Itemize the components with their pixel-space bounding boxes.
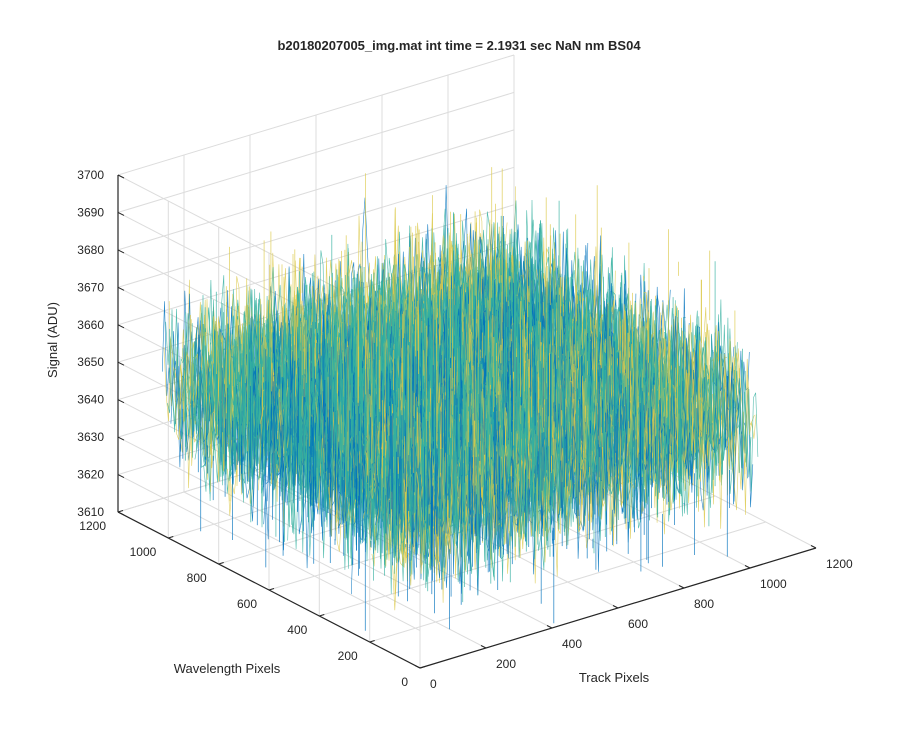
z-tick-label: 3640 [77, 393, 104, 407]
x-tick-mark [612, 605, 619, 609]
x-tick-mark [810, 545, 817, 549]
y-tick-label: 600 [237, 597, 257, 611]
z-tick-label: 3620 [77, 468, 104, 482]
floor-grid-line [369, 521, 766, 643]
y-tick-mark [268, 588, 275, 591]
back-wall-grid-line [117, 166, 515, 288]
back-wall-grid-line [117, 91, 515, 213]
z-tick-mark [117, 511, 125, 516]
y-tick-label: 0 [401, 675, 408, 689]
x-tick-mark [678, 585, 685, 589]
z-tick-label: 3690 [77, 205, 104, 219]
y-tick-mark [168, 536, 174, 539]
x-tick-label: 1000 [760, 577, 787, 591]
surface-mesh [162, 167, 759, 631]
x-tick-mark [546, 625, 553, 629]
y-tick-mark [319, 614, 325, 617]
z-axis-label: Signal (ADU) [45, 302, 60, 378]
back-wall-grid-line [117, 204, 515, 326]
y-tick-mark [419, 666, 426, 669]
z-tick-label: 3670 [77, 280, 104, 294]
x-tick-label: 0 [430, 677, 437, 691]
x-tick-label: 800 [694, 597, 714, 611]
x-tick-mark [480, 645, 487, 649]
y-tick-label: 1200 [79, 519, 106, 533]
y-tick-label: 800 [187, 571, 207, 585]
back-wall-grid-line [117, 54, 515, 176]
z-tick-mark [117, 399, 125, 404]
y-tick-mark [369, 640, 375, 643]
z-tick-label: 3650 [77, 355, 104, 369]
x-tick-label: 200 [496, 657, 516, 671]
surface-row [414, 339, 754, 596]
x-tick-mark [744, 565, 751, 569]
y-axis-label: Wavelength Pixels [174, 661, 281, 676]
z-tick-mark [117, 436, 125, 441]
x-tick-label: 600 [628, 617, 648, 631]
z-tick-mark [117, 211, 125, 216]
x-tick-mark [414, 665, 421, 669]
axes [117, 174, 817, 669]
z-tick-label: 3680 [77, 243, 104, 257]
y-tick-mark [218, 562, 224, 565]
y-tick-label: 1000 [130, 545, 157, 559]
z-tick-mark [117, 361, 125, 366]
z-tick-label: 3660 [77, 318, 104, 332]
z-tick-mark [117, 324, 125, 329]
chart-title: b20180207005_img.mat int time = 2.1931 s… [277, 38, 641, 53]
tick-labels: 0 200 400 600 800 1000 1200 0 200 400 600 800 1000 12… [77, 168, 853, 691]
z-tick-label: 3700 [77, 168, 104, 182]
z-tick-mark [117, 249, 125, 254]
x-tick-label: 400 [562, 637, 582, 651]
z-tick-mark [117, 474, 125, 479]
x-tick-label: 1200 [826, 557, 853, 571]
z-tick-mark [117, 286, 125, 291]
y-tick-label: 200 [338, 649, 358, 663]
z-tick-mark [117, 174, 125, 179]
z-tick-label: 3630 [77, 430, 104, 444]
y-tick-label: 400 [287, 623, 307, 637]
y-tick-mark [117, 510, 124, 513]
x-axis-label: Track Pixels [579, 670, 650, 685]
z-tick-label: 3610 [77, 505, 104, 519]
back-wall-grid-line [117, 129, 515, 251]
side-wall-grid-line [117, 474, 421, 632]
